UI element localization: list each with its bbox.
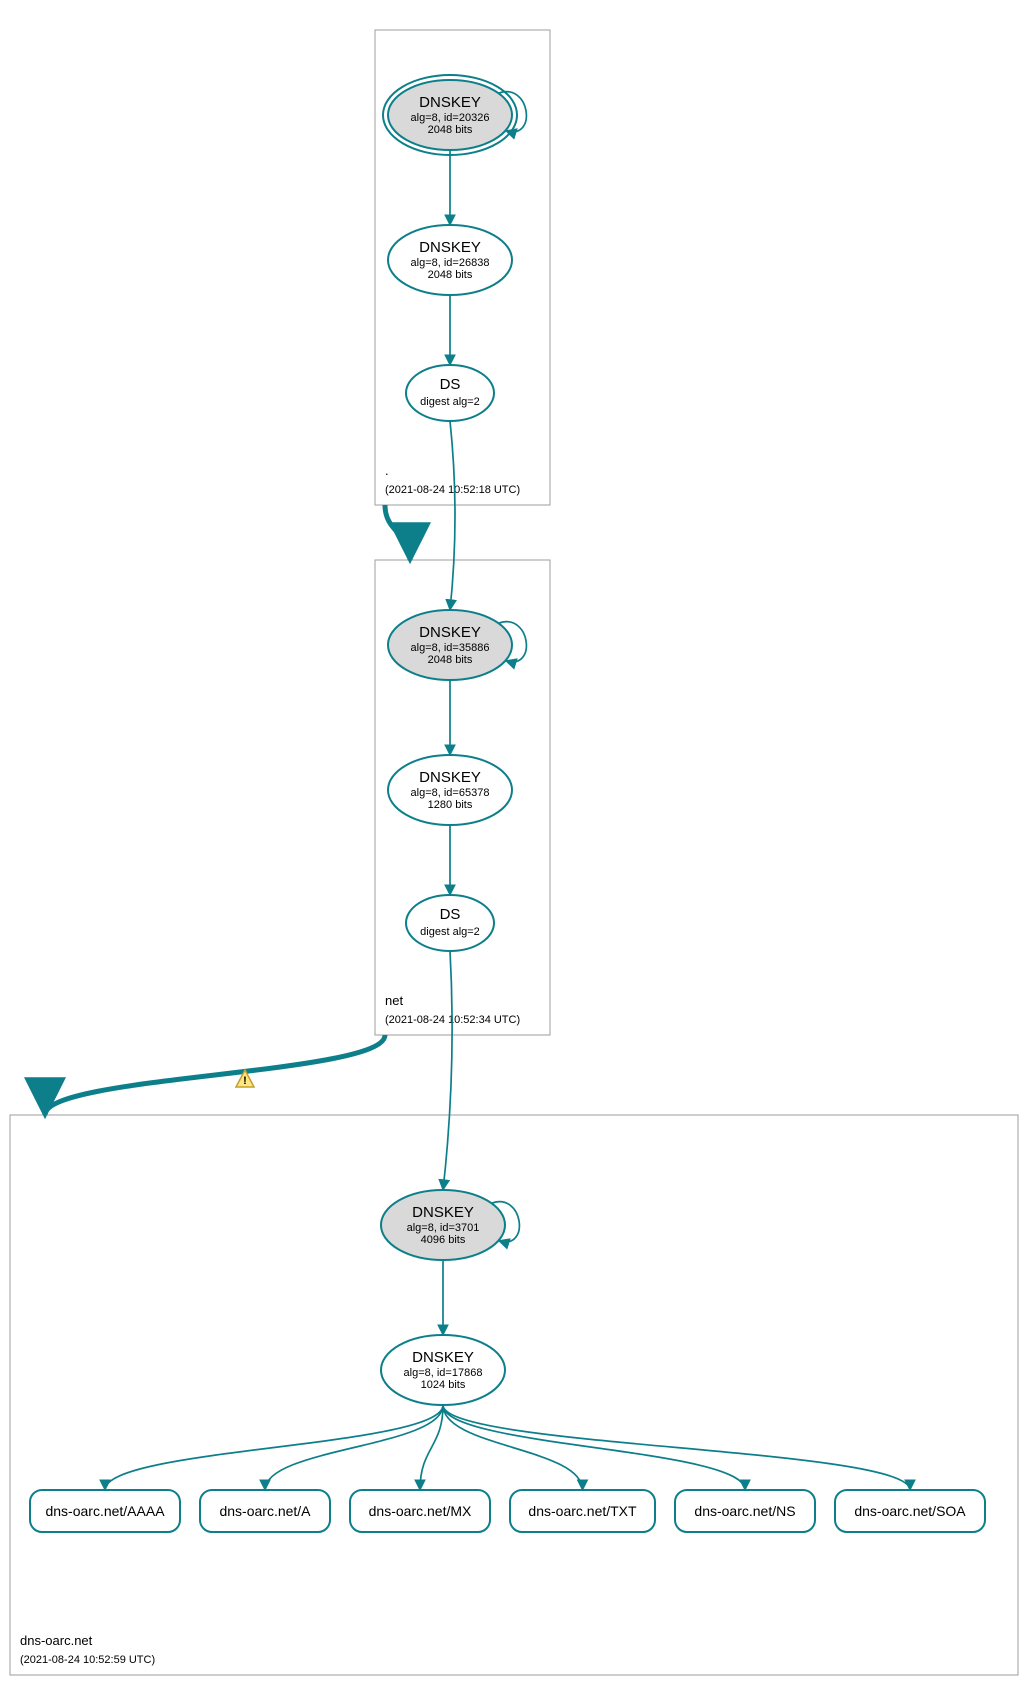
zone-edge	[385, 505, 410, 560]
svg-text:alg=8, id=20326: alg=8, id=20326	[411, 112, 490, 124]
svg-text:DNSKEY: DNSKEY	[412, 1349, 474, 1366]
svg-text:dns-oarc.net/A: dns-oarc.net/A	[219, 1503, 311, 1519]
svg-text:(2021-08-24 10:52:59 UTC): (2021-08-24 10:52:59 UTC)	[20, 1654, 155, 1666]
svg-text:alg=8, id=65378: alg=8, id=65378	[411, 787, 490, 799]
svg-text:(2021-08-24 10:52:18 UTC): (2021-08-24 10:52:18 UTC)	[385, 484, 520, 496]
node-r4: dns-oarc.net/TXT	[510, 1490, 655, 1532]
svg-text:DNSKEY: DNSKEY	[419, 94, 481, 111]
svg-text:2048 bits: 2048 bits	[428, 654, 473, 666]
svg-text:dns-oarc.net: dns-oarc.net	[20, 1633, 93, 1648]
node-r3: dns-oarc.net/MX	[350, 1490, 490, 1532]
svg-text:DNSKEY: DNSKEY	[419, 239, 481, 256]
svg-text:4096 bits: 4096 bits	[421, 1234, 466, 1246]
zone-oarc: dns-oarc.net (2021-08-24 10:52:59 UTC)	[10, 1115, 1018, 1675]
node-n3: DS digest alg=2	[406, 365, 494, 421]
svg-text:DNSKEY: DNSKEY	[412, 1204, 474, 1221]
svg-text:alg=8, id=35886: alg=8, id=35886	[411, 642, 490, 654]
svg-text:dns-oarc.net/MX: dns-oarc.net/MX	[369, 1503, 472, 1519]
svg-text:digest alg=2: digest alg=2	[420, 926, 480, 938]
svg-text:!: !	[243, 1075, 247, 1087]
svg-text:DS: DS	[440, 376, 461, 393]
svg-text:digest alg=2: digest alg=2	[420, 396, 480, 408]
node-r1: dns-oarc.net/AAAA	[30, 1490, 180, 1532]
node-r6: dns-oarc.net/SOA	[835, 1490, 985, 1532]
svg-text:net: net	[385, 993, 403, 1008]
svg-text:2048 bits: 2048 bits	[428, 269, 473, 281]
dnssec-diagram: . (2021-08-24 10:52:18 UTC) net (2021-08-24…	[0, 0, 1028, 1690]
svg-text:DNSKEY: DNSKEY	[419, 769, 481, 786]
svg-text:DNSKEY: DNSKEY	[419, 624, 481, 641]
svg-text:2048 bits: 2048 bits	[428, 124, 473, 136]
node-n8: DNSKEYalg=8, id=178681024 bits	[381, 1335, 505, 1405]
svg-text:.: .	[385, 463, 389, 478]
svg-text:dns-oarc.net/NS: dns-oarc.net/NS	[694, 1503, 795, 1519]
node-r5: dns-oarc.net/NS	[675, 1490, 815, 1532]
svg-text:DS: DS	[440, 906, 461, 923]
svg-text:dns-oarc.net/TXT: dns-oarc.net/TXT	[528, 1503, 637, 1519]
svg-text:1024 bits: 1024 bits	[421, 1379, 466, 1391]
node-n6: DS digest alg=2	[406, 895, 494, 951]
node-n5: DNSKEYalg=8, id=653781280 bits	[388, 755, 512, 825]
svg-text:alg=8, id=17868: alg=8, id=17868	[404, 1367, 483, 1379]
zone-edge	[45, 1035, 385, 1115]
svg-text:1280 bits: 1280 bits	[428, 799, 473, 811]
node-r2: dns-oarc.net/A	[200, 1490, 330, 1532]
svg-text:alg=8, id=3701: alg=8, id=3701	[407, 1222, 480, 1234]
svg-text:alg=8, id=26838: alg=8, id=26838	[411, 257, 490, 269]
svg-text:dns-oarc.net/SOA: dns-oarc.net/SOA	[854, 1503, 966, 1519]
svg-text:dns-oarc.net/AAAA: dns-oarc.net/AAAA	[45, 1503, 165, 1519]
node-n2: DNSKEYalg=8, id=268382048 bits	[388, 225, 512, 295]
